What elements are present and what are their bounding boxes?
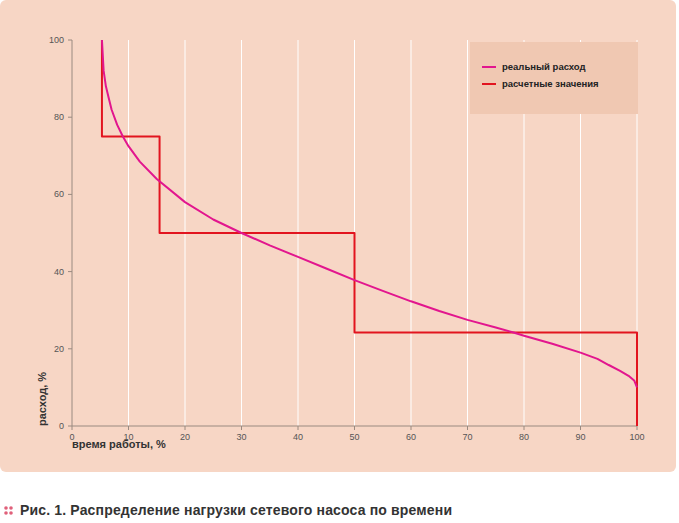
x-tick-label: 50 — [349, 432, 359, 442]
chart: 0102030405060708090100020406080100время … — [0, 0, 679, 523]
y-tick — [68, 194, 72, 195]
y-tick — [68, 426, 72, 427]
y-tick-label: 100 — [49, 35, 64, 45]
y-tick — [68, 117, 72, 118]
x-tick-label: 90 — [575, 432, 585, 442]
legend-swatch — [482, 83, 496, 85]
x-tick-label: 100 — [629, 432, 644, 442]
grid-line — [467, 40, 468, 426]
legend-box — [470, 42, 638, 114]
y-tick-label: 80 — [54, 112, 64, 122]
y-tick-label: 40 — [54, 267, 64, 277]
caption-bullet — [9, 506, 13, 510]
chart-title: Рис. 1. Распределение нагрузки сетевого … — [20, 502, 452, 518]
series-line — [102, 40, 637, 426]
series-line — [102, 40, 637, 387]
y-tick — [68, 40, 72, 41]
panel-background — [0, 0, 676, 472]
plot-area — [102, 40, 637, 426]
y-tick-label: 60 — [54, 189, 64, 199]
x-tick — [524, 426, 525, 430]
x-tick-label: 40 — [293, 432, 303, 442]
caption-bullet — [4, 506, 8, 510]
x-tick — [637, 426, 638, 430]
x-tick — [128, 426, 129, 430]
y-tick — [68, 348, 72, 349]
y-axis — [72, 40, 73, 426]
x-tick — [241, 426, 242, 430]
legend-label: расчетные значения — [502, 78, 599, 89]
x-tick — [72, 426, 73, 430]
x-axis-label: время работы, % — [72, 438, 166, 450]
x-tick-label: 70 — [462, 432, 472, 442]
y-tick — [68, 271, 72, 272]
y-tick-label: 20 — [54, 344, 64, 354]
x-tick — [411, 426, 412, 430]
x-tick — [354, 426, 355, 430]
y-tick-label: 0 — [59, 421, 64, 431]
x-tick-label: 30 — [236, 432, 246, 442]
y-axis-label: расход, % — [36, 372, 48, 426]
x-tick — [298, 426, 299, 430]
grid-line — [411, 40, 412, 426]
caption-bullet — [4, 511, 8, 515]
legend-swatch — [482, 66, 496, 68]
x-tick — [467, 426, 468, 430]
page-background — [0, 0, 679, 523]
x-tick — [185, 426, 186, 430]
x-tick — [580, 426, 581, 430]
legend-label: реальный расход — [502, 61, 586, 72]
grid-line — [128, 40, 129, 426]
x-tick-label: 80 — [519, 432, 529, 442]
x-tick-label: 60 — [406, 432, 416, 442]
caption-bullet — [9, 511, 13, 515]
x-tick-label: 20 — [180, 432, 190, 442]
